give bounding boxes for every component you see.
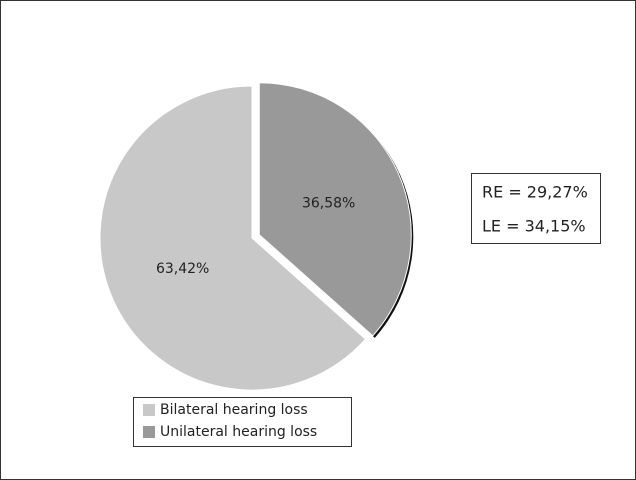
annotation-box [471,173,601,244]
annotation: LE = 34,15% [482,217,586,236]
legend-swatch [143,404,155,416]
slice [99,85,367,391]
legend-swatch [143,426,155,438]
legend-label: Bilateral hearing loss [160,402,308,418]
legend [133,397,352,447]
data-label: 63,42% [156,261,209,277]
legend-label: Unilateral hearing loss [160,424,317,440]
annotation: RE = 29,27% [482,183,588,202]
data-label: 36,58% [302,196,355,212]
slice [258,82,412,337]
